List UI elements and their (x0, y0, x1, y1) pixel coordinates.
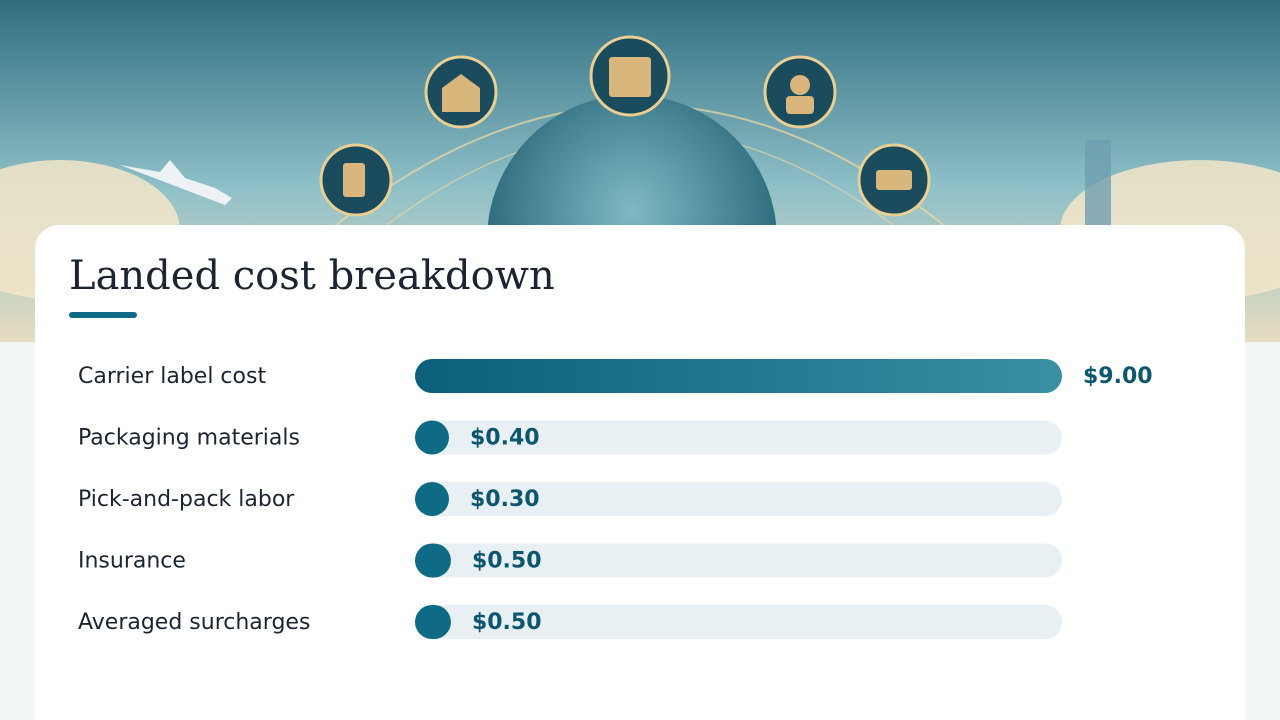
bar-track (415, 543, 1062, 578)
category-label: Insurance (78, 549, 186, 574)
category-label: Pick-and-pack labor (78, 487, 295, 512)
chart-title: Landed cost breakdown (69, 253, 555, 299)
value-label: $0.50 (472, 549, 542, 574)
bar (415, 359, 1062, 393)
category-label: Carrier label cost (78, 364, 266, 389)
category-label: Averaged surcharges (78, 610, 310, 635)
bar-track (415, 605, 1062, 639)
bar (415, 543, 451, 578)
value-label: $9.00 (1083, 364, 1153, 389)
bar (415, 482, 449, 516)
bar (415, 605, 451, 639)
value-label: $0.30 (470, 487, 540, 512)
value-label: $0.40 (470, 426, 540, 451)
bar-track (415, 420, 1062, 455)
value-label: $0.50 (472, 610, 542, 635)
bar-track (415, 482, 1062, 516)
category-label: Packaging materials (78, 426, 300, 451)
card (35, 225, 1245, 720)
bar (415, 420, 449, 455)
title-underline (69, 312, 137, 318)
